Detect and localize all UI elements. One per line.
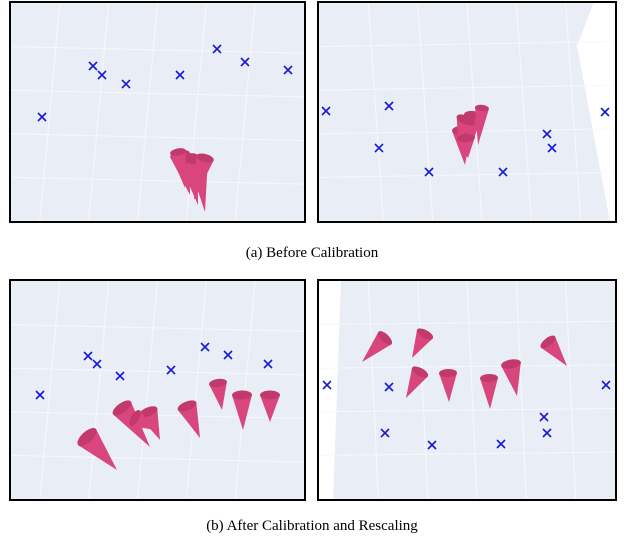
page: (a) Before Calibration (b) After Calibra… [0, 0, 624, 544]
figure: (a) Before Calibration (b) After Calibra… [0, 0, 624, 544]
panel-bg [11, 281, 304, 499]
panel-b-right [318, 280, 615, 501]
cone-base [260, 391, 280, 400]
panel-b-left [11, 281, 304, 499]
panel-a-left [11, 3, 304, 221]
caption: (a) Before Calibration [246, 245, 379, 261]
caption: (b) After Calibration and Rescaling [206, 518, 418, 534]
panel-a-right [319, 2, 616, 222]
panel-bg [11, 3, 304, 221]
